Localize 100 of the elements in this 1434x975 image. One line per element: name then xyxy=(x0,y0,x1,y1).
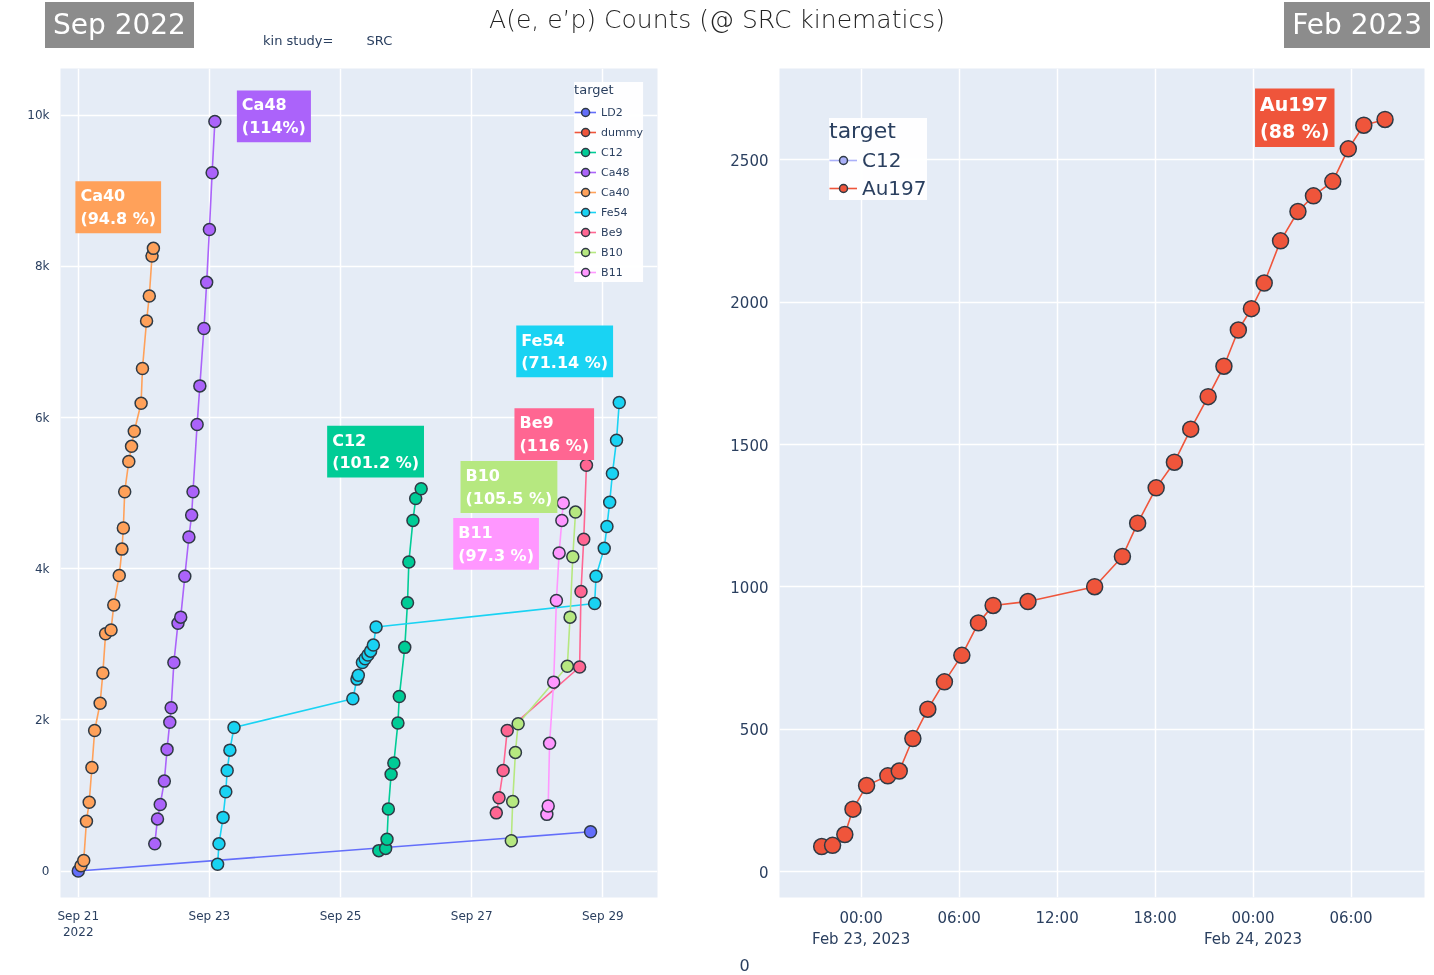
x-tick-label: Sep 25 xyxy=(319,908,362,923)
point xyxy=(511,716,525,731)
x-tick-label: 00:00 Feb 23, 2023 xyxy=(812,908,911,949)
point xyxy=(146,241,161,256)
point xyxy=(142,289,157,303)
point xyxy=(574,584,588,599)
point xyxy=(579,458,594,472)
legend-label: B10 xyxy=(601,245,623,259)
x-tick-label: Sep 21 2022 xyxy=(57,908,100,940)
x-tick-label: 18:00 xyxy=(1133,908,1177,927)
point xyxy=(122,454,136,469)
y-tick-label: 1500 xyxy=(730,436,769,455)
point xyxy=(227,720,241,735)
point xyxy=(500,723,514,738)
point xyxy=(182,530,196,544)
point xyxy=(184,508,199,522)
point xyxy=(836,825,854,844)
point xyxy=(115,542,129,556)
annotation: C12 (101.2 %) xyxy=(332,430,419,473)
text: A(e, e’p) Counts (@ SRC kinematics) xyxy=(489,5,945,34)
point xyxy=(153,797,167,812)
point xyxy=(1019,592,1037,611)
y-tick-label: 6k xyxy=(34,410,50,425)
point xyxy=(93,696,107,711)
point xyxy=(1271,232,1290,250)
point xyxy=(546,675,561,689)
point xyxy=(398,640,412,655)
point xyxy=(190,417,204,432)
point xyxy=(919,700,937,718)
point xyxy=(402,555,416,569)
point xyxy=(173,610,188,624)
point xyxy=(216,810,230,825)
point xyxy=(87,723,102,738)
point xyxy=(1147,479,1165,497)
point xyxy=(381,802,396,816)
point xyxy=(1165,453,1184,471)
point xyxy=(79,814,94,828)
point xyxy=(612,395,626,410)
legend-label: Ca48 xyxy=(601,165,630,179)
point xyxy=(112,568,126,583)
point xyxy=(76,853,91,868)
point xyxy=(380,832,394,847)
point xyxy=(563,610,577,624)
point xyxy=(197,321,211,336)
x-tick-label: 12:00 xyxy=(1035,908,1079,927)
point xyxy=(107,598,121,612)
legend-label: LD2 xyxy=(601,105,623,119)
point xyxy=(984,596,1002,615)
x-tick-label: 06:00 xyxy=(1329,908,1373,927)
point xyxy=(600,519,614,534)
annotation: Ca40 (94.8 %) xyxy=(80,186,157,229)
point xyxy=(823,836,842,855)
point xyxy=(387,756,401,770)
point xyxy=(139,314,154,328)
point xyxy=(555,513,569,528)
point xyxy=(1242,299,1261,318)
point xyxy=(602,495,617,510)
point xyxy=(400,596,415,610)
point xyxy=(1255,274,1273,292)
y-tick-label: 10k xyxy=(27,108,50,123)
point xyxy=(157,774,172,788)
point xyxy=(609,433,624,448)
point xyxy=(935,673,954,691)
point xyxy=(1181,420,1200,438)
point xyxy=(953,646,971,665)
y-tick-label: 2k xyxy=(34,712,50,727)
text: kin study= SRC xyxy=(263,32,393,50)
point xyxy=(489,806,504,820)
y-tick-label: 0 xyxy=(758,863,769,882)
point xyxy=(583,825,598,839)
point xyxy=(508,745,523,760)
point xyxy=(605,466,620,481)
point xyxy=(1339,140,1358,158)
x-tick-label: 06:00 xyxy=(937,908,981,927)
point xyxy=(597,541,611,556)
point xyxy=(124,439,139,454)
point xyxy=(890,762,908,780)
point xyxy=(220,763,234,778)
point xyxy=(167,655,181,670)
point xyxy=(186,484,200,499)
text: Feb 2023 xyxy=(1284,2,1430,48)
point xyxy=(369,620,383,634)
point xyxy=(552,546,566,560)
point xyxy=(1199,387,1217,406)
legend-label: Fe54 xyxy=(601,205,628,219)
point xyxy=(392,689,407,704)
point xyxy=(1289,202,1307,221)
point xyxy=(1304,187,1323,205)
point xyxy=(857,776,876,795)
annotation: Au197 (88 %) xyxy=(1260,93,1330,142)
legend-label: Au197 xyxy=(862,176,927,200)
point xyxy=(406,513,420,528)
point xyxy=(1215,357,1233,375)
y-tick-label: 8k xyxy=(34,259,50,274)
annotation: Be9 (116 %) xyxy=(519,413,590,456)
y-tick-label: 500 xyxy=(739,721,769,740)
point xyxy=(219,784,233,799)
point xyxy=(127,424,142,438)
legend-label: Be9 xyxy=(601,225,623,239)
y-tick-label: 4k xyxy=(34,561,50,576)
